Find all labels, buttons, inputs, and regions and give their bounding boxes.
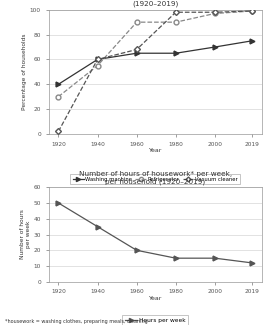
Legend: Washing machine, Refrigerator, Vacuum cleaner: Washing machine, Refrigerator, Vacuum cl… [70, 174, 240, 184]
Legend: Hours per week: Hours per week [122, 315, 188, 325]
X-axis label: Year: Year [148, 148, 162, 153]
X-axis label: Year: Year [148, 296, 162, 301]
Title: Number of hours of housework* per week,
per household (1920–2019): Number of hours of housework* per week, … [79, 171, 232, 185]
Y-axis label: Percentage of households: Percentage of households [22, 33, 27, 110]
Text: *housework = washing clothes, preparing meals, cleaning: *housework = washing clothes, preparing … [5, 319, 148, 324]
Y-axis label: Number of hours
per week: Number of hours per week [20, 210, 31, 259]
Title: Percentage of households with electrical appliances
(1920–2019): Percentage of households with electrical… [62, 0, 249, 7]
